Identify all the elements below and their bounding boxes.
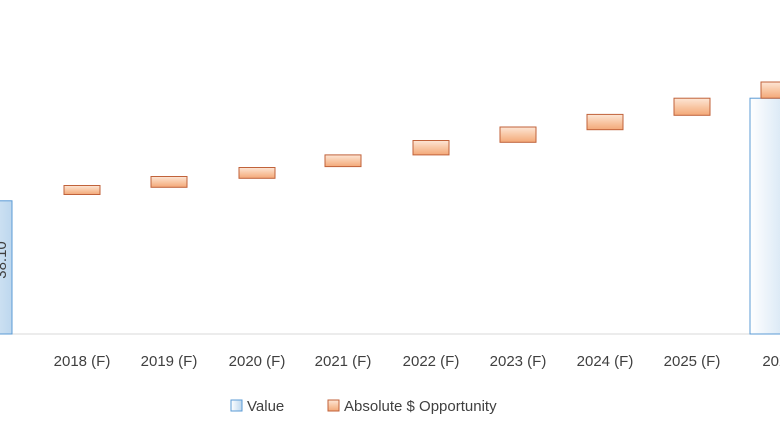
value-data-label: 38.10 — [0, 241, 10, 279]
legend-label-opportunity: Absolute $ Opportunity — [344, 398, 497, 415]
opportunity-segment — [760, 81, 780, 99]
legend-swatch-value — [230, 399, 243, 412]
x-tick-label: 2025 (F) — [664, 353, 721, 370]
opportunity-segment — [63, 185, 101, 195]
opportunity-segment — [499, 126, 537, 143]
x-tick-label: 2018 (F) — [54, 353, 111, 370]
opportunity-segment — [412, 140, 450, 156]
opportunity-segment — [238, 167, 276, 179]
opportunity-segment — [150, 176, 188, 188]
opportunity-segment — [673, 97, 711, 116]
x-tick-label: 2026 — [762, 353, 780, 370]
x-tick-label: 2019 (F) — [141, 353, 198, 370]
legend-label-value: Value — [247, 398, 284, 415]
opportunity-segment — [324, 154, 362, 168]
legend-swatch-opportunity — [327, 399, 340, 412]
x-tick-label: 2024 (F) — [577, 353, 634, 370]
x-tick-label: 2023 (F) — [490, 353, 547, 370]
opportunity-segment — [586, 113, 624, 131]
x-tick-label: 2022 (F) — [403, 353, 460, 370]
value-bar — [0, 200, 13, 335]
x-tick-label: 2021 (F) — [315, 353, 372, 370]
value-bar — [749, 97, 780, 335]
x-tick-label: 2020 (F) — [229, 353, 286, 370]
legend: Value Absolute $ Opportunity — [230, 398, 497, 415]
